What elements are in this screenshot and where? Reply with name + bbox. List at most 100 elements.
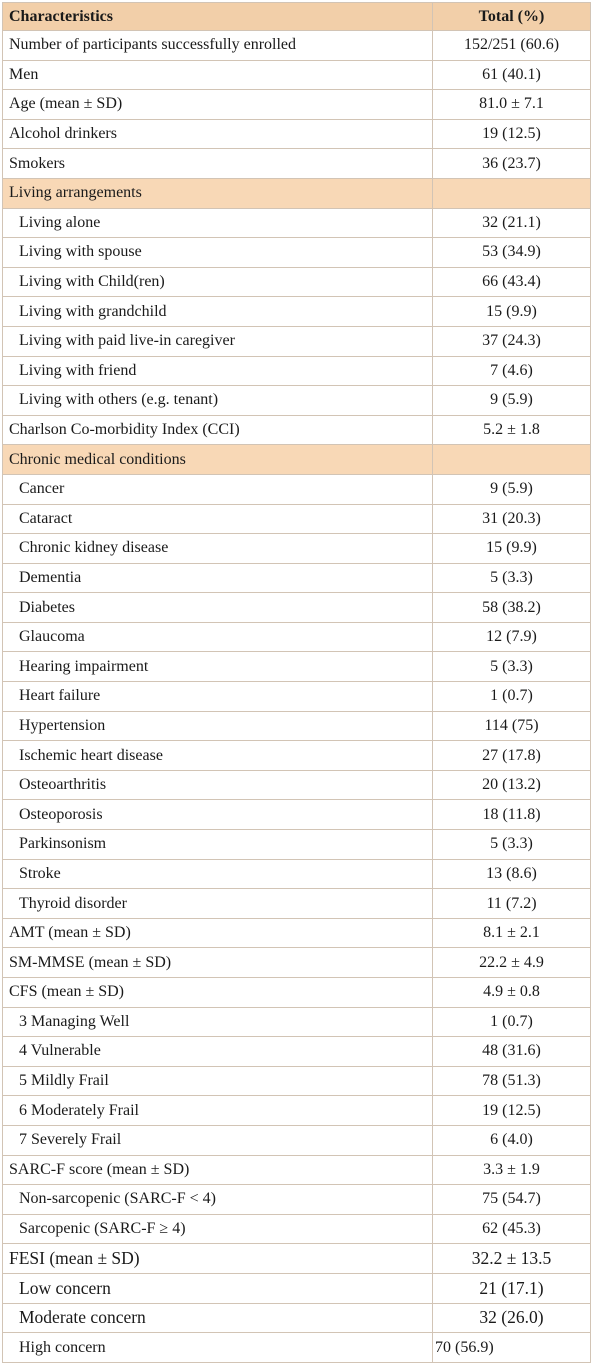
row-value: 53 (34.9): [432, 237, 591, 268]
row-value: 13 (8.6): [432, 858, 591, 890]
table-row: High concern 70 (56.9): [2, 1332, 591, 1363]
row-value: 152/251 (60.6): [432, 30, 591, 61]
table-row: Age (mean ± SD) 81.0 ± 7.1: [2, 89, 591, 120]
header-characteristics: Characteristics: [2, 2, 433, 31]
row-label: SM-MMSE (mean ± SD): [2, 947, 433, 978]
row-value: 7 (4.6): [432, 355, 591, 387]
row-label: Dementia: [2, 562, 433, 594]
table-row: Moderate concern 32 (26.0): [2, 1302, 591, 1334]
table-row: Non-sarcopenic (SARC-F < 4) 75 (54.7): [2, 1184, 591, 1215]
row-value: 19 (12.5): [432, 1095, 591, 1126]
row-label: Living with friend: [2, 355, 433, 387]
row-label: SARC-F score (mean ± SD): [2, 1154, 433, 1186]
row-value: 22.2 ± 4.9: [432, 947, 591, 978]
row-value: 19 (12.5): [432, 118, 591, 150]
table-row: Hearing impairment 5 (3.3): [2, 651, 591, 683]
row-value: 36 (23.7): [432, 148, 591, 179]
table-row: Chronic kidney disease 15 (9.9): [2, 533, 591, 564]
row-label: Living with others (e.g. tenant): [2, 385, 433, 416]
table-row: Sarcopenic (SARC-F ≥ 4) 62 (45.3): [2, 1213, 591, 1245]
row-value: 114 (75): [432, 710, 591, 742]
table-row: Living with Child(ren) 66 (43.4): [2, 266, 591, 298]
row-label: Ischemic heart disease: [2, 740, 433, 771]
row-value: 15 (9.9): [432, 533, 591, 564]
row-value: 6 (4.0): [432, 1124, 591, 1156]
row-value: 9 (5.9): [432, 385, 591, 416]
row-value: 32.2 ± 13.5: [432, 1243, 591, 1274]
table-row: Men 61 (40.1): [2, 59, 591, 91]
table-row: Glaucoma 12 (7.9): [2, 621, 591, 653]
row-label: Hypertension: [2, 710, 433, 742]
row-value: 32 (26.0): [432, 1302, 591, 1334]
table-row: Cataract 31 (20.3): [2, 503, 591, 535]
table-row: AMT (mean ± SD) 8.1 ± 2.1: [2, 917, 591, 949]
row-value: 37 (24.3): [432, 325, 591, 357]
row-label: Living with grandchild: [2, 296, 433, 327]
section-label: Living arrangements: [2, 177, 433, 209]
table-row: Diabetes 58 (38.2): [2, 592, 591, 623]
row-label: Cancer: [2, 473, 433, 505]
table-row: Alcohol drinkers 19 (12.5): [2, 118, 591, 150]
row-label: Stroke: [2, 858, 433, 890]
row-label: Diabetes: [2, 592, 433, 623]
row-label: 4 Vulnerable: [2, 1036, 433, 1067]
table-row: Smokers 36 (23.7): [2, 148, 591, 179]
row-label: Age (mean ± SD): [2, 89, 433, 120]
table-row: Parkinsonism 5 (3.3): [2, 829, 591, 860]
table-row: Heart failure 1 (0.7): [2, 681, 591, 712]
row-value: 27 (17.8): [432, 740, 591, 771]
table-row: Dementia 5 (3.3): [2, 562, 591, 594]
row-value: 78 (51.3): [432, 1065, 591, 1097]
table-row: 6 Moderately Frail 19 (12.5): [2, 1095, 591, 1126]
row-value: 66 (43.4): [432, 266, 591, 298]
row-value: 5 (3.3): [432, 651, 591, 683]
row-label: AMT (mean ± SD): [2, 917, 433, 949]
table-row: Living with grandchild 15 (9.9): [2, 296, 591, 327]
row-label: 5 Mildly Frail: [2, 1065, 433, 1097]
table-row: Living with friend 7 (4.6): [2, 355, 591, 387]
section-label: Chronic medical conditions: [2, 444, 433, 475]
table-row: 7 Severely Frail 6 (4.0): [2, 1124, 591, 1156]
table-row: Thyroid disorder 11 (7.2): [2, 888, 591, 919]
table-row: 5 Mildly Frail 78 (51.3): [2, 1065, 591, 1097]
row-label: 7 Severely Frail: [2, 1124, 433, 1156]
table-row: Number of participants successfully enro…: [2, 30, 591, 61]
row-value: [432, 177, 591, 209]
row-label: Sarcopenic (SARC-F ≥ 4): [2, 1213, 433, 1245]
table-row: CFS (mean ± SD) 4.9 ± 0.8: [2, 977, 591, 1008]
row-value: 11 (7.2): [432, 888, 591, 919]
table-row: Living with spouse 53 (34.9): [2, 237, 591, 268]
row-label: Cataract: [2, 503, 433, 535]
row-label: Low concern: [2, 1272, 433, 1304]
row-value: 75 (54.7): [432, 1184, 591, 1215]
row-label: Smokers: [2, 148, 433, 179]
row-label: High concern: [2, 1332, 433, 1363]
row-label: Hearing impairment: [2, 651, 433, 683]
row-value: 5 (3.3): [432, 562, 591, 594]
row-label: Moderate concern: [2, 1302, 433, 1334]
table-row: 3 Managing Well 1 (0.7): [2, 1006, 591, 1038]
row-value: 48 (31.6): [432, 1036, 591, 1067]
row-label: Living with paid live-in caregiver: [2, 325, 433, 357]
table-row: SARC-F score (mean ± SD) 3.3 ± 1.9: [2, 1154, 591, 1186]
row-label: 6 Moderately Frail: [2, 1095, 433, 1126]
row-value: 12 (7.9): [432, 621, 591, 653]
table-row: Living with others (e.g. tenant) 9 (5.9): [2, 385, 591, 416]
table-row: Cancer 9 (5.9): [2, 473, 591, 505]
table-row: Osteoporosis 18 (11.8): [2, 799, 591, 831]
row-value: 1 (0.7): [432, 1006, 591, 1038]
row-value: 1 (0.7): [432, 681, 591, 712]
row-value: 18 (11.8): [432, 799, 591, 831]
row-label: 3 Managing Well: [2, 1006, 433, 1038]
table-row: Living alone 32 (21.1): [2, 207, 591, 239]
row-value: 81.0 ± 7.1: [432, 89, 591, 120]
table-row: Hypertension 114 (75): [2, 710, 591, 742]
row-label: Osteoporosis: [2, 799, 433, 831]
table-body: Number of participants successfully enro…: [2, 30, 591, 1363]
row-label: CFS (mean ± SD): [2, 977, 433, 1008]
row-label: Osteoarthritis: [2, 769, 433, 801]
table-row: FESI (mean ± SD) 32.2 ± 13.5: [2, 1243, 591, 1274]
row-label: Alcohol drinkers: [2, 118, 433, 150]
table-row: 4 Vulnerable 48 (31.6): [2, 1036, 591, 1067]
